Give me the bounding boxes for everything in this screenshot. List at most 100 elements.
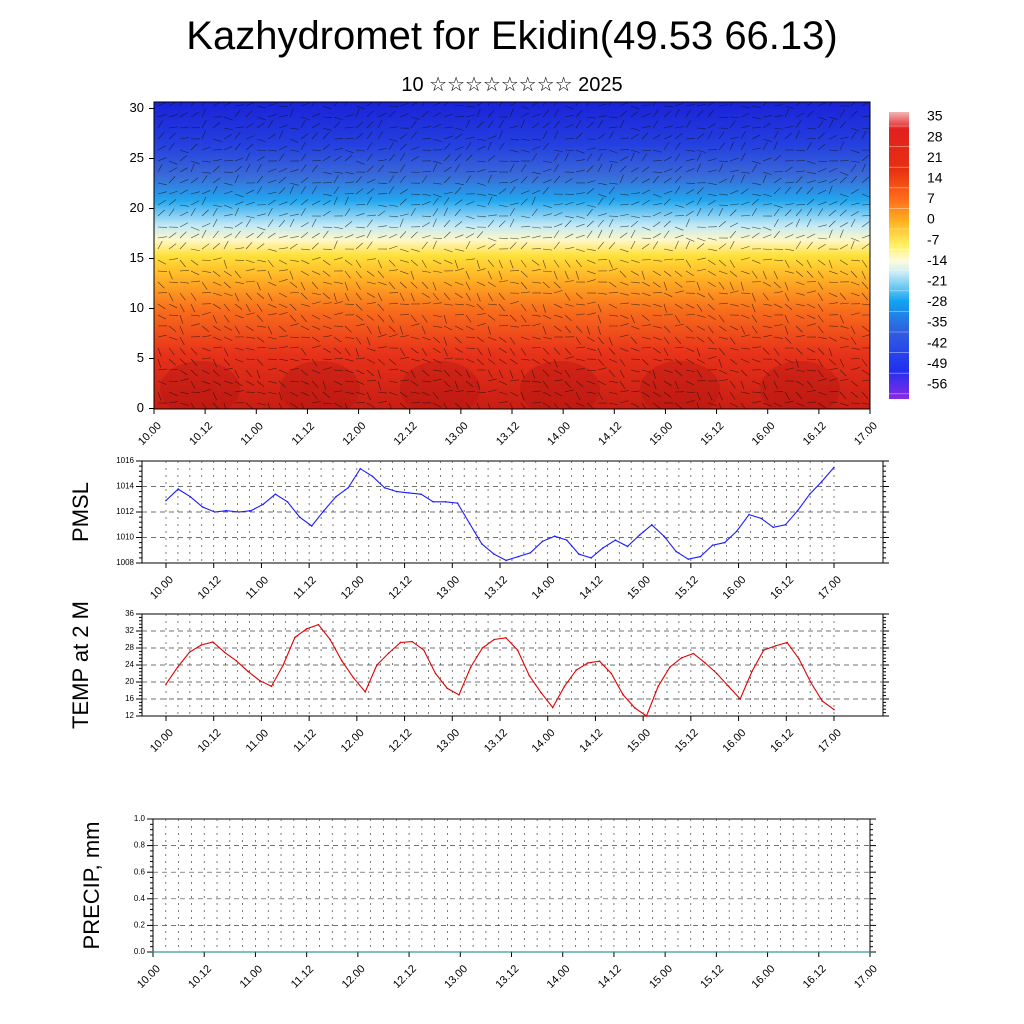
wind-barb — [421, 281, 429, 289]
wind-barb — [322, 380, 326, 390]
wind-barb — [443, 219, 451, 228]
wind-barb — [179, 347, 186, 356]
wind-barb — [355, 292, 362, 301]
wind-barb — [674, 234, 684, 239]
wind-barb — [674, 259, 685, 261]
wind-barb — [630, 390, 640, 393]
wind-barb — [740, 334, 750, 338]
wind-barb — [311, 186, 317, 195]
wind-barb — [300, 292, 308, 300]
wind-barb — [575, 234, 585, 239]
y-tick-label: 24 — [125, 660, 134, 669]
temperature-line-point — [469, 666, 472, 668]
x-tick-label: 13.12 — [482, 727, 510, 755]
wind-barb — [432, 347, 441, 354]
wind-barb — [520, 303, 527, 312]
wind-barb — [575, 367, 585, 371]
wind-barb — [322, 155, 331, 162]
wind-barb — [410, 116, 420, 120]
wind-barb — [751, 160, 761, 164]
x-tick-label: 11.12 — [289, 963, 316, 990]
wind-barb — [399, 270, 409, 275]
wind-barb — [696, 237, 706, 242]
wind-barb — [773, 171, 783, 173]
x-tick-label: 14.12 — [577, 727, 605, 755]
pmsl-line-point — [310, 525, 313, 527]
wind-barb — [168, 368, 178, 371]
wind-barb — [465, 369, 471, 379]
wind-barb — [300, 369, 309, 376]
x-tick-label: 13.00 — [434, 574, 462, 602]
temperature-line-point — [786, 641, 788, 644]
wind-barb — [289, 380, 299, 383]
temperature-line-point — [692, 652, 695, 655]
precipitation-line-point — [869, 951, 871, 953]
wind-barb — [674, 102, 684, 107]
wind-barb — [597, 163, 603, 173]
colorbar-label: 28 — [927, 128, 943, 144]
wind-barb — [784, 125, 794, 129]
wind-barb — [476, 259, 480, 269]
wind-barb — [234, 259, 244, 261]
wind-barb — [718, 325, 727, 332]
wind-barb — [575, 402, 585, 407]
wind-barb — [322, 402, 332, 405]
wind-barb — [520, 291, 530, 294]
temperature-line-point — [340, 659, 343, 662]
wind-barb — [751, 208, 757, 217]
wind-barb — [498, 181, 508, 184]
wind-barb — [212, 165, 220, 173]
wind-barb — [421, 235, 431, 239]
wind-barb — [223, 259, 228, 269]
temperature-line-point — [669, 666, 671, 668]
wind-barb — [861, 154, 869, 162]
wind-barb — [399, 188, 408, 195]
colorbar-label: -35 — [927, 314, 947, 330]
wind-barb — [223, 226, 233, 229]
wind-barb — [234, 230, 241, 239]
temperature-line-point — [247, 670, 249, 673]
wind-barb — [223, 270, 232, 277]
wind-barb — [707, 281, 716, 287]
wind-barb — [498, 292, 505, 301]
wind-barb — [465, 314, 472, 323]
wind-barb — [509, 402, 514, 409]
wind-barb — [179, 102, 183, 107]
x-tick-label: 11.12 — [290, 420, 317, 447]
precipitation-line-point — [613, 951, 615, 953]
wind-barb — [509, 336, 516, 345]
wind-barb — [685, 182, 695, 184]
wind-barb — [740, 188, 749, 195]
wind-barb — [762, 292, 769, 301]
x-tick-label: 11.00 — [244, 727, 271, 754]
wind-barb — [663, 258, 673, 261]
wind-barb — [795, 149, 805, 152]
wind-barb — [575, 149, 585, 154]
wind-barb — [201, 171, 211, 174]
wind-barb — [630, 215, 640, 219]
wind-barb — [674, 323, 684, 327]
wind-barb — [553, 391, 563, 397]
wind-barb — [322, 127, 332, 131]
wind-barb — [223, 214, 233, 217]
wind-barb — [366, 270, 375, 277]
wind-barb — [256, 314, 264, 322]
wind-barb — [564, 303, 574, 307]
wind-barb — [256, 391, 266, 395]
wind-barb — [652, 347, 661, 354]
wind-barb — [608, 303, 618, 309]
wind-barb — [157, 163, 163, 173]
wind-barb — [256, 149, 266, 152]
wind-barb — [344, 196, 349, 206]
wind-barb — [333, 226, 343, 229]
wind-barb — [322, 325, 332, 330]
wind-barb — [542, 270, 552, 273]
wind-barb — [157, 347, 162, 357]
pmsl-line-point — [213, 511, 216, 513]
wind-barb — [817, 144, 826, 151]
wind-barb — [663, 220, 671, 228]
temperature-line-point — [598, 660, 601, 662]
heatmap-warm-core — [640, 361, 720, 409]
x-tick-label: 17.00 — [852, 963, 880, 991]
wind-barb — [707, 336, 715, 345]
